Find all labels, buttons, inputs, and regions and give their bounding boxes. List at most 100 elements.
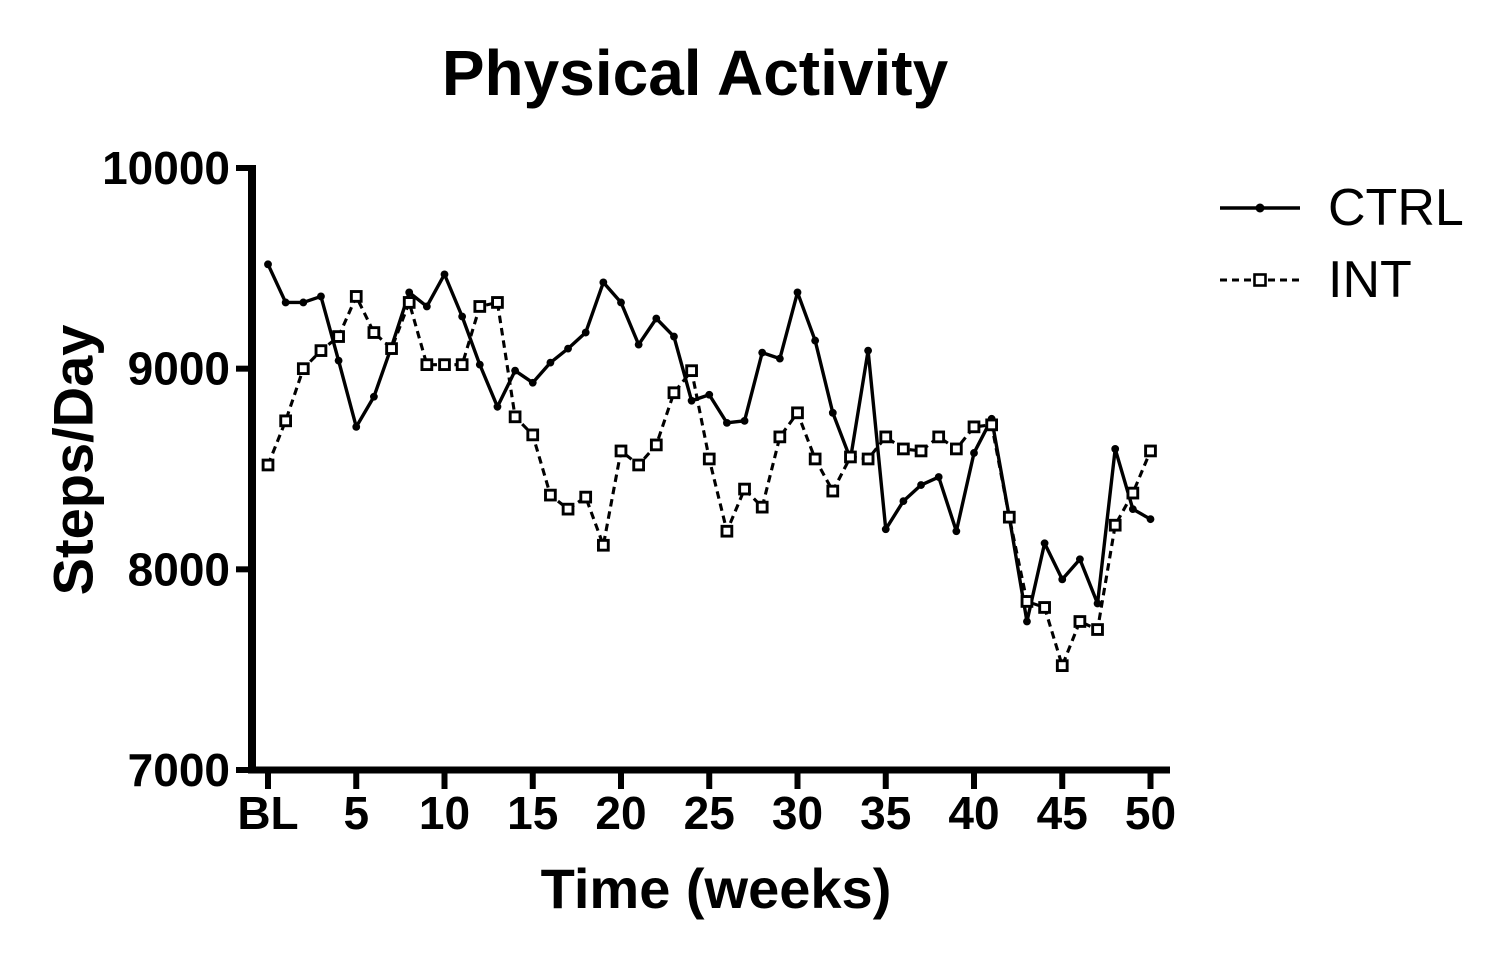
int-data-point <box>367 326 381 339</box>
int-data-point <box>597 538 610 552</box>
int-data-point <box>508 410 522 424</box>
ctrl-data-point <box>687 396 696 405</box>
x-tick-label: 40 <box>948 787 999 839</box>
int-data-point <box>844 450 857 464</box>
ctrl-data-point <box>952 527 961 536</box>
int-data-point <box>649 438 663 452</box>
ctrl-data-point <box>458 312 467 321</box>
x-tick-label: 35 <box>860 787 911 839</box>
y-tick-label: 9000 <box>128 343 230 395</box>
int-line-swatch-icon <box>1220 273 1300 287</box>
int-data-point <box>967 420 981 434</box>
int-data-point <box>861 452 875 466</box>
x-tick-label: 10 <box>419 787 470 839</box>
ctrl-data-point <box>405 288 414 297</box>
int-data-point <box>738 482 751 496</box>
int-data-point <box>614 444 628 458</box>
ctrl-data-point <box>1023 617 1031 626</box>
data-series-layer <box>261 260 1157 673</box>
ctrl-data-point <box>758 348 767 357</box>
int-data-point <box>473 300 487 313</box>
int-data-point <box>755 500 769 514</box>
int-data-point <box>914 444 928 458</box>
ctrl-data-point <box>475 360 484 369</box>
ctrl-data-point <box>370 392 378 401</box>
ctrl-data-point <box>670 332 678 341</box>
ctrl-data-point <box>899 497 908 506</box>
int-data-point <box>1020 595 1034 608</box>
int-data-point <box>667 386 681 400</box>
int-data-point <box>1038 601 1051 614</box>
int-data-point <box>632 458 646 472</box>
y-axis-label: Steps/Day <box>41 324 105 596</box>
x-tick-label: 15 <box>507 787 558 839</box>
ctrl-data-point <box>1093 599 1102 608</box>
int-data-point <box>1073 615 1087 628</box>
int-data-point <box>826 484 840 498</box>
int-data-point <box>561 502 575 516</box>
int-data-point <box>491 296 504 309</box>
x-axis-label: Time (weeks) <box>540 857 892 920</box>
ctrl-data-point <box>775 354 784 363</box>
int-data-point <box>897 442 910 456</box>
ctrl-data-point <box>281 298 290 307</box>
ctrl-data-point <box>1058 575 1067 584</box>
int-data-point <box>455 358 469 372</box>
int-data-point <box>544 488 557 502</box>
int-data-point <box>1126 486 1140 500</box>
ctrl-data-point <box>740 416 749 425</box>
ctrl-data-point <box>917 481 925 489</box>
x-axis-ticks <box>265 772 1154 789</box>
ctrl-data-point <box>299 298 308 307</box>
ctrl-data-point <box>652 314 661 323</box>
int-data-point <box>526 428 540 442</box>
ctrl-data-point <box>264 260 272 269</box>
y-axis-ticks <box>236 165 252 773</box>
legend-label-ctrl: CTRL <box>1328 179 1464 237</box>
y-tick-label: 8000 <box>128 543 230 595</box>
int-data-point <box>579 490 593 504</box>
ctrl-data-point <box>1040 539 1049 548</box>
ctrl-data-point <box>493 402 502 411</box>
int-data-point <box>791 406 804 420</box>
ctrl-data-point <box>705 390 714 399</box>
ctrl-data-point <box>334 356 343 365</box>
ctrl-data-point <box>723 418 731 427</box>
x-axis-tick-labels: BL 5 10 15 20 25 30 35 40 45 50 <box>237 787 1176 839</box>
ctrl-line <box>266 263 1152 624</box>
x-tick-label: 50 <box>1125 787 1176 839</box>
int-data-point <box>420 358 434 372</box>
int-series <box>261 290 1157 673</box>
ctrl-data-point <box>317 292 325 301</box>
y-axis-tick-labels: 7000 8000 9000 10000 <box>102 142 230 796</box>
int-data-point <box>702 452 716 466</box>
int-data-point <box>438 358 451 372</box>
ctrl-data-point <box>422 302 431 311</box>
int-data-point <box>1144 444 1157 458</box>
ctrl-data-point <box>564 344 572 353</box>
x-tick-label: 5 <box>343 787 369 839</box>
int-data-point <box>1002 510 1016 524</box>
ctrl-data-point <box>970 449 978 457</box>
ctrl-data-point <box>1146 515 1155 524</box>
ctrl-line-swatch-icon <box>1220 203 1300 213</box>
ctrl-data-point <box>793 288 802 297</box>
ctrl-data-point <box>352 422 361 431</box>
int-data-point <box>279 414 293 428</box>
int-data-point <box>314 344 328 357</box>
ctrl-data-point <box>511 366 519 375</box>
ctrl-data-point <box>881 525 890 534</box>
ctrl-data-point <box>581 328 590 337</box>
x-tick-label: 30 <box>772 787 823 839</box>
x-tick-label: 20 <box>595 787 646 839</box>
ctrl-data-point <box>864 346 872 355</box>
ctrl-data-point <box>811 336 820 345</box>
axes <box>248 165 1170 774</box>
int-data-point <box>402 296 416 309</box>
ctrl-data-point <box>440 270 449 279</box>
ctrl-data-point <box>828 408 837 417</box>
x-tick-label: 45 <box>1037 787 1088 839</box>
ctrl-data-point <box>599 278 608 287</box>
int-data-point <box>1108 518 1122 532</box>
